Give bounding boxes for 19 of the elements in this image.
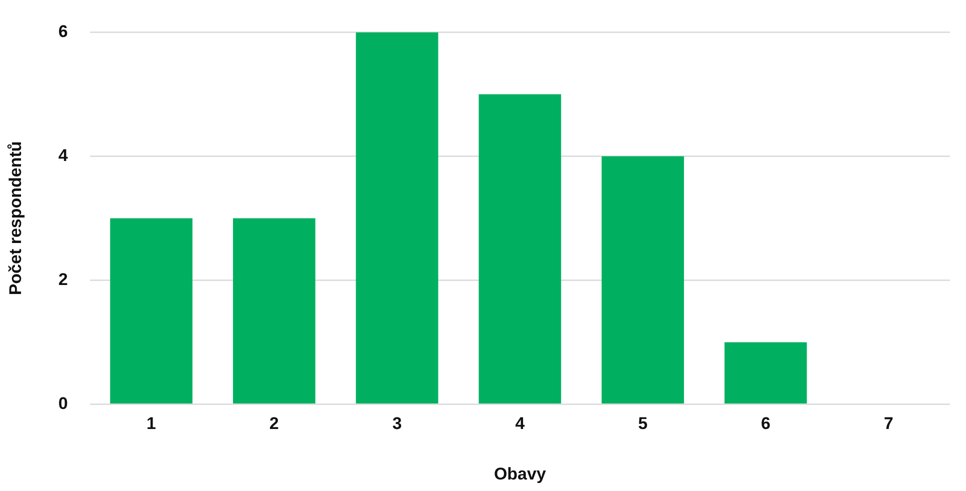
bar [602,156,684,404]
x-tick-label: 6 [760,414,770,434]
y-tick-label: 6 [58,22,68,41]
bar [724,342,807,404]
x-tick-label: 3 [392,414,402,434]
bar [478,94,562,404]
bar [233,218,316,404]
bar [110,218,192,404]
y-tick-label: 4 [58,146,68,165]
y-tick-label: 0 [58,394,68,413]
x-axis-title: Obavy [494,464,546,484]
x-tick-label: 1 [146,414,156,434]
x-tick-label: 7 [884,414,894,434]
x-tick-label: 5 [638,414,648,434]
y-axis-title: Počet respondentů [6,141,25,296]
y-tick-label: 2 [58,270,68,289]
bar [356,32,438,404]
x-tick-label: 2 [269,414,279,434]
x-tick-label: 4 [515,414,526,434]
